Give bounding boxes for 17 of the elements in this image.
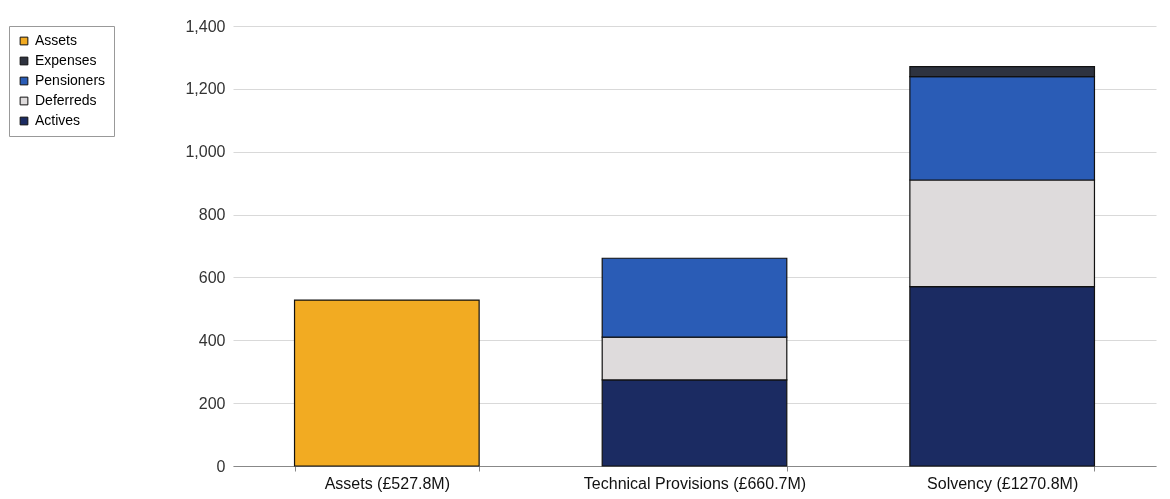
y-tick-label: 400 <box>198 331 226 349</box>
y-tick-label: 600 <box>198 268 226 286</box>
y-tick-label: 800 <box>198 206 226 224</box>
legend-label: Pensioners <box>35 72 106 88</box>
x-tick-label: Assets (£527.8M) <box>324 474 451 492</box>
y-tick-label: 1,200 <box>185 80 226 98</box>
bar <box>293 299 480 467</box>
y-tick-label: 1,000 <box>185 143 226 161</box>
legend-label: Actives <box>35 112 81 128</box>
legend-label: Assets <box>35 32 78 48</box>
y-tick-label: 0 <box>216 457 226 475</box>
legend-label: Expenses <box>35 52 97 68</box>
y-tick-label: 1,400 <box>185 17 226 35</box>
y-tick-label: 200 <box>198 394 226 412</box>
x-tick-label: Solvency (£1270.8M) <box>927 474 1079 492</box>
legend-label: Deferreds <box>35 92 97 108</box>
x-tick-label: Technical Provisions (£660.7M) <box>583 474 807 492</box>
